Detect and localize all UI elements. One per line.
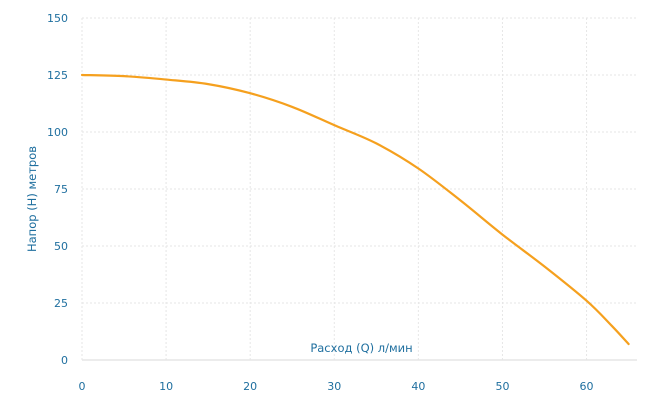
y-tick-label: 100 (47, 126, 68, 139)
x-tick-label: 60 (580, 380, 594, 393)
x-tick-label: 10 (159, 380, 173, 393)
y-tick-label: 25 (54, 297, 68, 310)
x-tick-label: 40 (411, 380, 425, 393)
x-tick-label: 50 (495, 380, 509, 393)
x-tick-label: 30 (327, 380, 341, 393)
x-axis-title: Расход (Q) л/мин (310, 341, 412, 355)
pump-curve-line (80, 73, 630, 346)
x-tick-label: 20 (243, 380, 257, 393)
y-tick-label: 75 (54, 183, 68, 196)
grid-layer (81, 17, 637, 361)
y-tick-label: 125 (47, 69, 68, 82)
y-axis-title: Напор (H) метров (25, 146, 39, 252)
y-tick-label: 150 (47, 12, 68, 25)
series-layer (80, 73, 630, 346)
tick-layer: 0 25 50 75 100 125 150 0 10 20 30 40 50 60 (47, 12, 594, 393)
y-tick-label: 50 (54, 240, 68, 253)
y-tick-label: 0 (61, 354, 68, 367)
x-tick-label: 0 (79, 380, 86, 393)
